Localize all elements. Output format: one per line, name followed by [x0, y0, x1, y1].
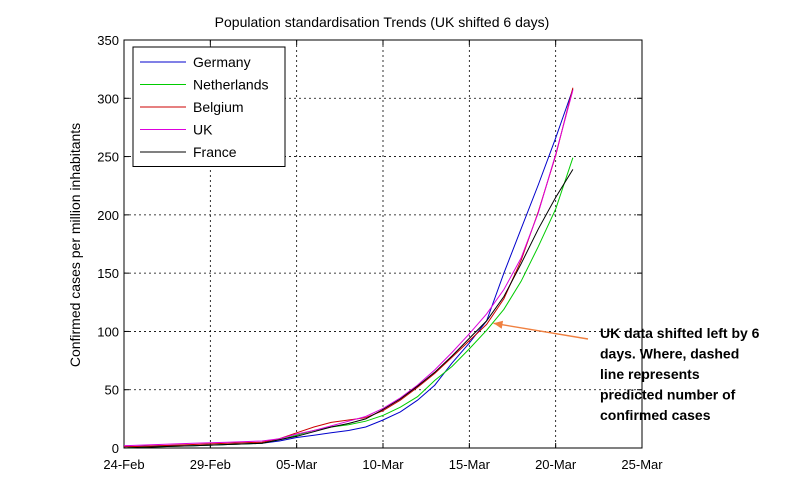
annotation: UK data shifted left by 6 days. Where, da… — [493, 320, 760, 423]
y-tick-label: 200 — [97, 208, 119, 223]
legend-label-uk: UK — [193, 122, 213, 138]
y-axis-label: Confirmed cases per million inhabitants — [67, 123, 83, 367]
legend-label-belgium: Belgium — [193, 99, 244, 115]
chart-title: Population standardisation Trends (UK sh… — [215, 14, 550, 30]
x-tick-label: 24-Feb — [103, 457, 144, 472]
y-tick-label: 350 — [97, 33, 119, 48]
x-tick-label: 10-Mar — [362, 457, 404, 472]
legend-label-netherlands: Netherlands — [193, 77, 269, 93]
series-line-france — [123, 169, 574, 449]
x-tick-label: 05-Mar — [276, 457, 318, 472]
legend-label-germany: Germany — [193, 54, 251, 70]
annotation-text-line: line represents — [600, 366, 700, 382]
annotation-text-line: days. Where, dashed — [600, 346, 739, 362]
y-tick-label: 50 — [105, 383, 119, 398]
x-tick-label: 29-Feb — [190, 457, 231, 472]
annotation-text-line: predicted number of — [600, 387, 736, 403]
legend-label-france: France — [193, 144, 237, 160]
x-tick-label: 25-Mar — [621, 457, 663, 472]
x-tick-label: 15-Mar — [449, 457, 491, 472]
series-line-uk — [123, 89, 574, 447]
axis-ticks: 24-Feb 29-Feb 05-Mar 10-Mar 15-Mar 20-Mar 25-M… — [97, 33, 663, 472]
y-tick-label: 150 — [97, 266, 119, 281]
series-lines — [123, 87, 574, 449]
y-tick-label: 100 — [97, 324, 119, 339]
annotation-text-line: confirmed cases — [600, 407, 711, 423]
y-tick-label: 0 — [112, 441, 119, 456]
x-tick-label: 20-Mar — [535, 457, 577, 472]
y-tick-label: 300 — [97, 91, 119, 106]
legend: Germany Netherlands Belgium UK France — [132, 46, 286, 167]
annotation-text-line: UK data shifted left by 6 — [600, 325, 760, 341]
annotation-arrow-head — [493, 320, 504, 329]
annotation-arrow-shaft — [493, 322, 589, 340]
y-tick-label: 250 — [97, 150, 119, 165]
